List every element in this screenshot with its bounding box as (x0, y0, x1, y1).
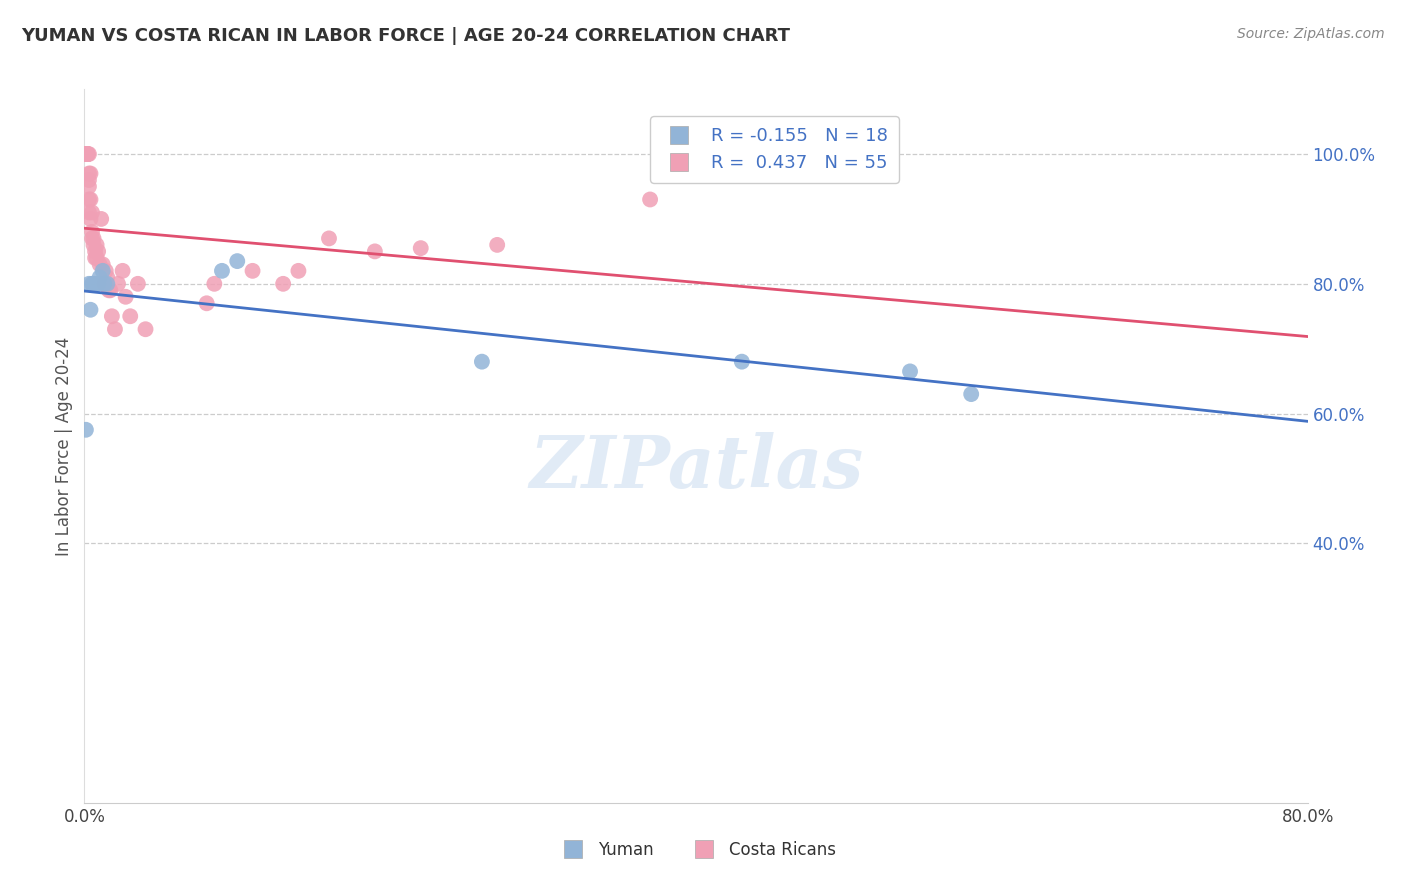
Point (76, 147, 98, 161)
Point (364, 244, 387, 259)
Text: YUMAN VS COSTA RICAN IN LABOR FORCE | AGE 20-24 CORRELATION CHART: YUMAN VS COSTA RICAN IN LABOR FORCE | AG… (21, 27, 790, 45)
Point (77, 193, 100, 207)
Point (86, 238, 108, 252)
Point (86, 277, 108, 291)
Point (80, 231, 103, 245)
Point (84, 244, 107, 259)
Point (84, 277, 107, 291)
Point (114, 290, 136, 304)
Point (84, 251, 107, 265)
Point (80, 277, 103, 291)
Point (76, 147, 98, 161)
Point (211, 264, 233, 278)
Point (77, 179, 100, 194)
Legend: Yuman, Costa Ricans: Yuman, Costa Ricans (550, 835, 842, 866)
Point (79, 193, 101, 207)
Point (83, 238, 105, 252)
Point (91, 264, 114, 278)
Point (120, 310, 142, 324)
Point (77, 205, 100, 219)
Point (93, 277, 115, 291)
Point (90, 211, 112, 226)
Point (80, 225, 103, 239)
Point (96, 270, 118, 285)
Point (226, 254, 249, 268)
Point (76, 147, 98, 161)
Point (242, 264, 264, 278)
Point (80, 205, 103, 219)
Point (87, 277, 110, 291)
Point (86, 251, 108, 265)
Point (486, 238, 509, 252)
Point (111, 264, 134, 278)
Point (287, 264, 309, 278)
Point (97, 283, 120, 297)
Point (471, 354, 494, 368)
Point (98, 283, 121, 297)
Point (75, 147, 97, 161)
Point (107, 277, 129, 291)
Point (898, 364, 921, 378)
Point (104, 322, 127, 336)
Point (79, 302, 101, 317)
Point (318, 231, 340, 245)
Point (77, 173, 100, 187)
Point (75, 147, 97, 161)
Point (960, 387, 983, 401)
Point (101, 310, 124, 324)
Point (75, 423, 97, 437)
Point (77, 167, 100, 181)
Point (83, 231, 105, 245)
Point (731, 354, 754, 368)
Point (409, 241, 432, 255)
Point (75, 147, 97, 161)
Point (83, 277, 105, 291)
Point (202, 277, 225, 291)
Point (75, 147, 97, 161)
Point (75, 147, 97, 161)
Point (135, 322, 157, 336)
Point (271, 277, 294, 291)
Text: ZIPatlas: ZIPatlas (529, 432, 863, 503)
Point (195, 296, 218, 310)
Text: Source: ZipAtlas.com: Source: ZipAtlas.com (1237, 27, 1385, 41)
Point (638, 193, 661, 207)
Point (79, 167, 101, 181)
Point (77, 277, 100, 291)
Point (89, 270, 111, 285)
Point (76, 147, 98, 161)
Point (89, 257, 111, 271)
Y-axis label: In Labor Force | Age 20-24: In Labor Force | Age 20-24 (55, 336, 73, 556)
Point (77, 147, 100, 161)
Point (91, 257, 114, 271)
Point (76, 147, 98, 161)
Point (96, 277, 118, 291)
Point (93, 277, 115, 291)
Point (87, 244, 110, 259)
Point (79, 211, 101, 226)
Point (94, 264, 117, 278)
Point (127, 277, 149, 291)
